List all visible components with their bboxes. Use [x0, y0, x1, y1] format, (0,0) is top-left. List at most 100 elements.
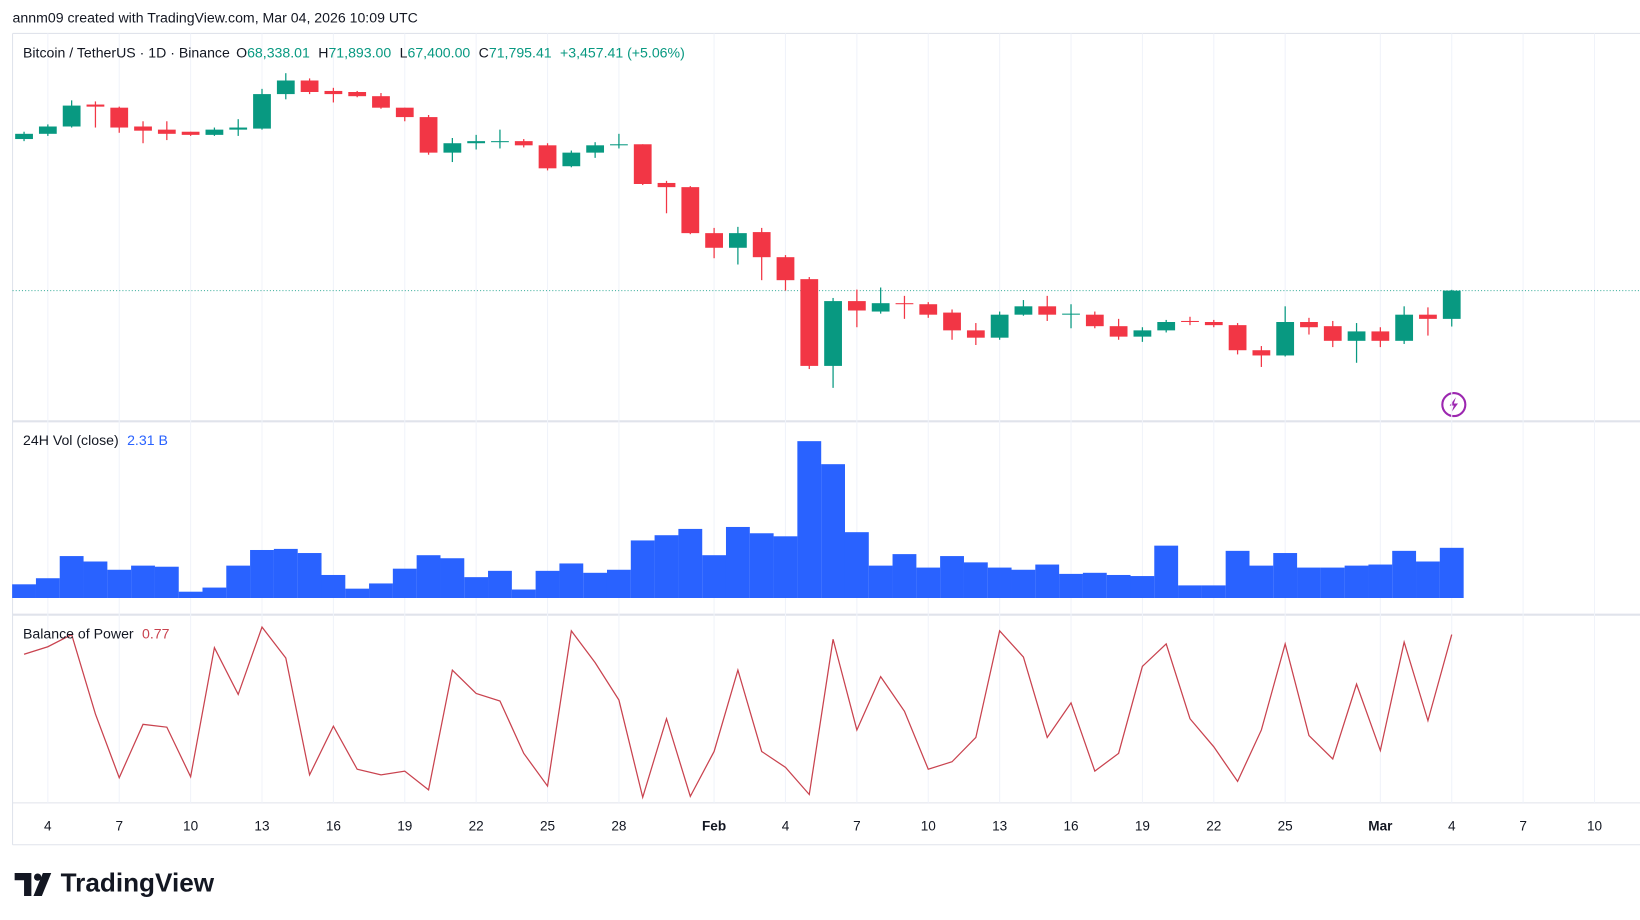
- x-tick-label: Feb: [702, 819, 726, 834]
- legend-key: C: [479, 44, 489, 60]
- header: annm09 created with TradingView.com, Mar…: [13, 10, 418, 26]
- volume-bar: [963, 562, 988, 598]
- candle-body: [1038, 306, 1057, 315]
- volume-bar: [107, 569, 132, 598]
- candle-body: [1371, 331, 1390, 341]
- legend: Balance of Power 0.77: [23, 625, 170, 641]
- volume-bar: [511, 589, 536, 598]
- candle-body: [824, 301, 842, 366]
- x-tick-label: 25: [1278, 819, 1293, 834]
- candle-body: [871, 303, 890, 312]
- x-tick-label: 13: [992, 819, 1007, 834]
- candle-body: [586, 145, 605, 153]
- x-tick-label: 28: [611, 819, 626, 834]
- candle-body: [1395, 314, 1414, 341]
- x-tick-label: 4: [44, 819, 52, 834]
- legend-value: 71,795.41: [489, 44, 552, 60]
- volume-bar: [1416, 561, 1440, 598]
- candle-body: [348, 92, 367, 97]
- x-tick-label: 7: [115, 819, 123, 834]
- legend-title: Bitcoin / TetherUS · 1D · Binance: [23, 44, 230, 60]
- volume-bar: [392, 568, 417, 598]
- candle-body: [38, 126, 57, 134]
- candle-body: [1109, 326, 1128, 337]
- volume-bar: [940, 556, 964, 598]
- candle-body: [1276, 322, 1295, 356]
- candle-body: [990, 314, 1009, 338]
- volume-bar: [83, 561, 108, 598]
- candle-body: [1442, 290, 1461, 319]
- candle-body: [681, 187, 700, 234]
- x-tick-label: 16: [326, 819, 341, 834]
- candle-body: [1204, 322, 1223, 326]
- volume-bar: [987, 567, 1012, 598]
- volume-bar: [297, 553, 322, 598]
- x-tick-label: 22: [1206, 819, 1221, 834]
- candle-body: [1014, 306, 1033, 315]
- candle-body: [800, 279, 819, 366]
- x-tick-label: Mar: [1368, 819, 1393, 834]
- x-tick-label: 4: [1448, 819, 1456, 834]
- volume-bar: [797, 441, 822, 598]
- alert-circle[interactable]: [1441, 392, 1467, 418]
- candle-body: [491, 141, 509, 143]
- candle-body: [847, 301, 866, 311]
- bop-line: [23, 625, 1453, 800]
- candle-body: [919, 304, 938, 315]
- candle-body: [253, 94, 271, 129]
- legend-value: 0.77: [142, 625, 170, 641]
- volume-bar: [416, 555, 441, 598]
- candle-body: [443, 143, 462, 153]
- candle-body: [229, 127, 248, 130]
- candle-body: [1181, 320, 1199, 322]
- volume-bar: [202, 587, 227, 598]
- x-tick-label: 19: [1135, 819, 1150, 834]
- x-tick-label: 10: [1587, 819, 1603, 834]
- volume-bar: [725, 526, 750, 598]
- legend-change: +3,457.41 (+5.06%): [560, 44, 685, 60]
- volume-bar: [131, 565, 155, 598]
- candle-body: [610, 144, 628, 146]
- candle-body: [562, 152, 581, 167]
- brand: TradingView: [61, 867, 215, 897]
- legend-key: O: [236, 44, 247, 60]
- x-tick-label: 13: [254, 819, 269, 834]
- legend-key: H: [318, 44, 328, 60]
- volume-bar: [178, 591, 203, 598]
- candle-body: [395, 107, 414, 118]
- candle-body: [300, 80, 319, 92]
- volume-bar: [250, 549, 274, 598]
- x-tick-label: 7: [853, 819, 861, 834]
- volume-bar: [1273, 553, 1298, 598]
- volume-bar: [1249, 565, 1274, 598]
- volume-bar: [559, 563, 584, 598]
- candle-body: [1133, 330, 1152, 337]
- volume-bar: [821, 464, 845, 598]
- candle-body: [514, 141, 533, 146]
- volume-bar: [35, 578, 60, 598]
- volume-bar: [12, 584, 36, 598]
- volume-bar: [1011, 569, 1036, 598]
- volume-bar: [583, 572, 608, 598]
- candle-body: [752, 232, 771, 258]
- volume-bar: [1439, 547, 1464, 598]
- volume-bar: [1344, 565, 1369, 598]
- candle-body: [1300, 322, 1318, 328]
- alert-icon[interactable]: [1441, 392, 1467, 418]
- candle-body: [467, 141, 486, 144]
- legend-value: 67,400.00: [407, 44, 470, 60]
- volume-bar: [1392, 550, 1417, 598]
- alert-bolt[interactable]: [1449, 397, 1459, 412]
- logo-mark: [14, 872, 32, 896]
- legend-title: 24H Vol (close): [23, 432, 119, 448]
- volume-bar: [1154, 545, 1179, 598]
- volume-bar: [59, 556, 84, 598]
- candle-body: [157, 129, 176, 134]
- volume-bar: [654, 535, 679, 598]
- x-tick-label: 4: [782, 819, 790, 834]
- x-tick-label: 19: [397, 819, 412, 834]
- volume-bar: [868, 565, 893, 598]
- candle-body: [966, 330, 985, 338]
- volume-bar: [749, 533, 774, 598]
